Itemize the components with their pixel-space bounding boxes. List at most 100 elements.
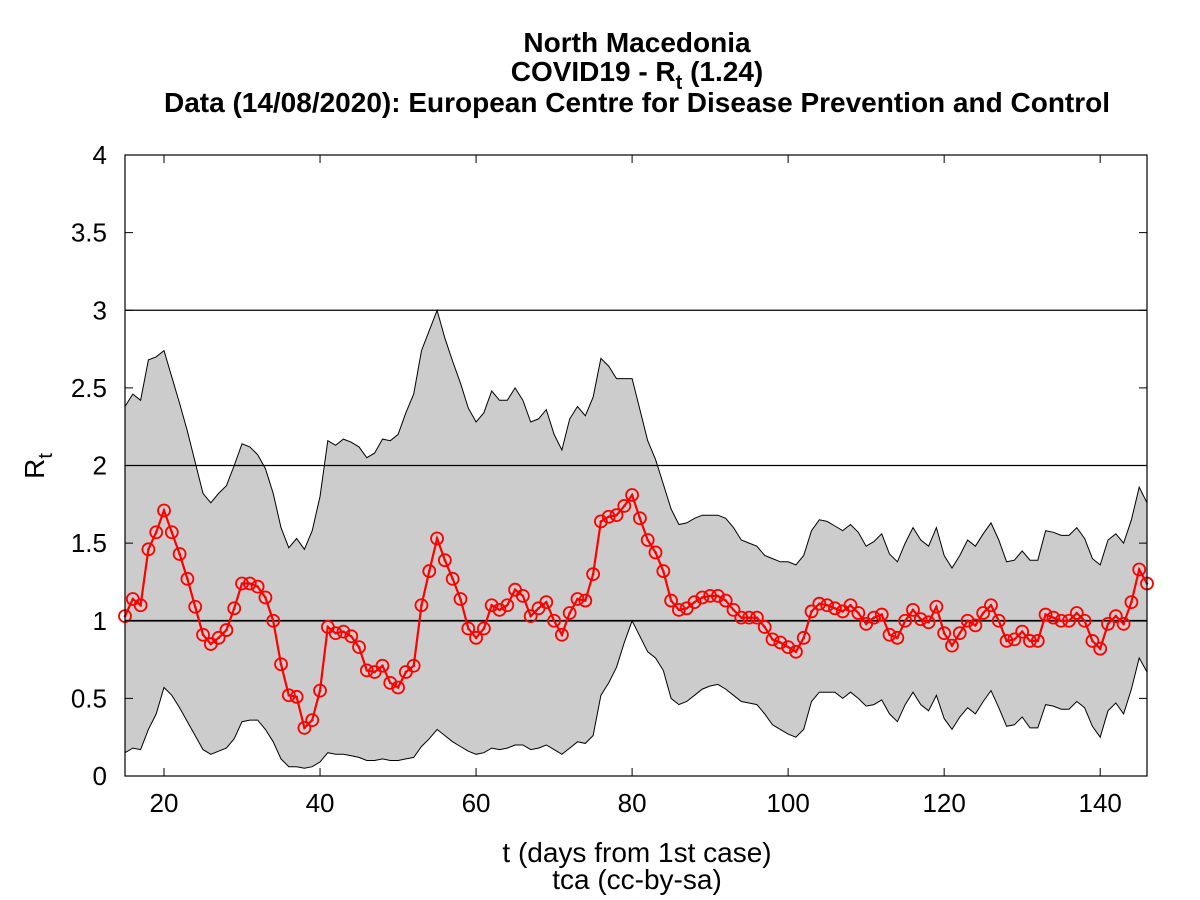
rt-data-point-center [685,607,689,610]
rt-data-point-center [989,603,993,607]
rt-data-point-center [521,594,525,598]
rt-data-point-center [186,577,189,581]
rt-data-point-center [591,572,595,576]
rt-data-point [211,630,226,645]
rt-data-point-center [841,610,845,613]
rt-data-point [430,531,444,546]
rt-data-point-center [412,664,415,668]
rt-data-point-center [209,642,213,646]
rt-data-point [828,601,842,616]
rt-data-point [523,609,538,623]
rt-data-point-center [966,619,969,623]
rt-data-point [250,579,265,594]
rt-data-point [484,598,499,613]
y-tick-label: 4 [93,140,107,170]
rt-data-point-center [264,596,267,599]
rt-data-point [157,503,171,518]
rt-data-point [547,613,561,628]
rt-data-point-center [334,631,337,635]
rt-data-point [968,618,983,633]
rt-data-point [687,595,702,610]
y-tick-label: 0 [93,761,107,791]
rt-data-point-center [529,614,532,618]
rt-data-point [422,564,437,578]
rt-data-point-center [373,670,376,674]
rt-data-point [1108,609,1123,623]
rt-data-point [640,533,655,547]
confidence-band [125,310,1147,769]
rt-data-point [469,630,483,645]
rt-data-point [305,713,320,728]
rt-data-point [242,576,257,591]
rt-data-point [937,626,952,641]
rt-data-point [718,593,733,608]
y-axis-label-sub: t [35,453,57,459]
rt-data-point [414,598,429,613]
rt-data-point-center [303,726,306,730]
rt-data-point [336,624,351,639]
rt-data-point [913,612,928,627]
rt-data-point-center [427,569,431,573]
chart-title-line3: Data (14/08/2020): European Centre for D… [164,87,1110,118]
rt-data-point-center [396,686,400,689]
rt-data-point-center [240,582,244,585]
rt-data-point-center [482,627,486,630]
rt-data-point-center [474,636,478,640]
rt-data-point [1077,613,1092,628]
rt-data-point [375,658,390,673]
rt-data-point-center [342,630,345,633]
rt-data-point [648,545,663,560]
rt-data-point [476,621,491,636]
rt-data-point [383,675,398,690]
rt-data-point [141,542,156,557]
rt-data-point-center [170,530,174,534]
rt-data-point-center [193,605,197,609]
rt-data-point-center [802,636,806,640]
rt-data-point [765,632,780,647]
rt-data-point [437,553,452,568]
reference-lines-layer [125,309,1147,622]
y-axis-label-main: R [19,459,50,479]
rt-data-point-center [864,622,868,626]
rt-data-point-center [1130,600,1133,604]
rt-data-point-center [646,538,650,542]
rt-data-point-center [310,718,314,722]
rt-data-point [1062,613,1076,628]
rt-data-point-center [771,638,774,641]
chart-title-line2: COVID19 - Rt (1.24) [511,56,764,94]
rt-data-point [313,683,327,698]
y-tick-label: 1.5 [71,528,107,558]
rt-data-point-center [1067,619,1071,623]
rt-data-point-center [544,600,548,604]
rt-data-point-center [794,650,798,654]
rt-data-point [180,571,195,586]
rt-data-point [344,629,359,644]
rt-data-point [609,508,624,523]
rt-data-point-center [295,695,298,699]
rt-data-point-center [630,493,634,497]
rt-data-point [359,663,374,678]
rt-data-point-center [779,641,782,644]
rt-data-point [570,592,585,606]
x-tick-label: 140 [1078,788,1121,818]
rt-data-point [461,621,476,636]
axis-ticks-layer: 20 40 60 80 100 120 140 0 0.5 1 1.5 2 2.5 3 3.5 4 [71,140,1147,818]
rt-data-point-center [911,608,915,612]
rt-data-point-center [997,619,1001,623]
rt-data-point [921,615,936,630]
rt-data-point [593,514,608,529]
rt-data-point [328,626,343,641]
rt-data-point-center [217,636,220,640]
rt-data-point-center [466,627,470,630]
rt-data-point [851,606,866,620]
rt-data-point [227,601,242,616]
rt-data-point-center [825,603,829,607]
rt-data-point [453,592,468,606]
rt-data-point-center [935,605,938,609]
rt-data-point [633,511,647,526]
rt-data-point-center [818,602,821,605]
rt-data-point [164,525,179,540]
rt-data-point-center [365,669,369,672]
rt-data-point [297,720,312,735]
rt-data-point [952,626,967,641]
